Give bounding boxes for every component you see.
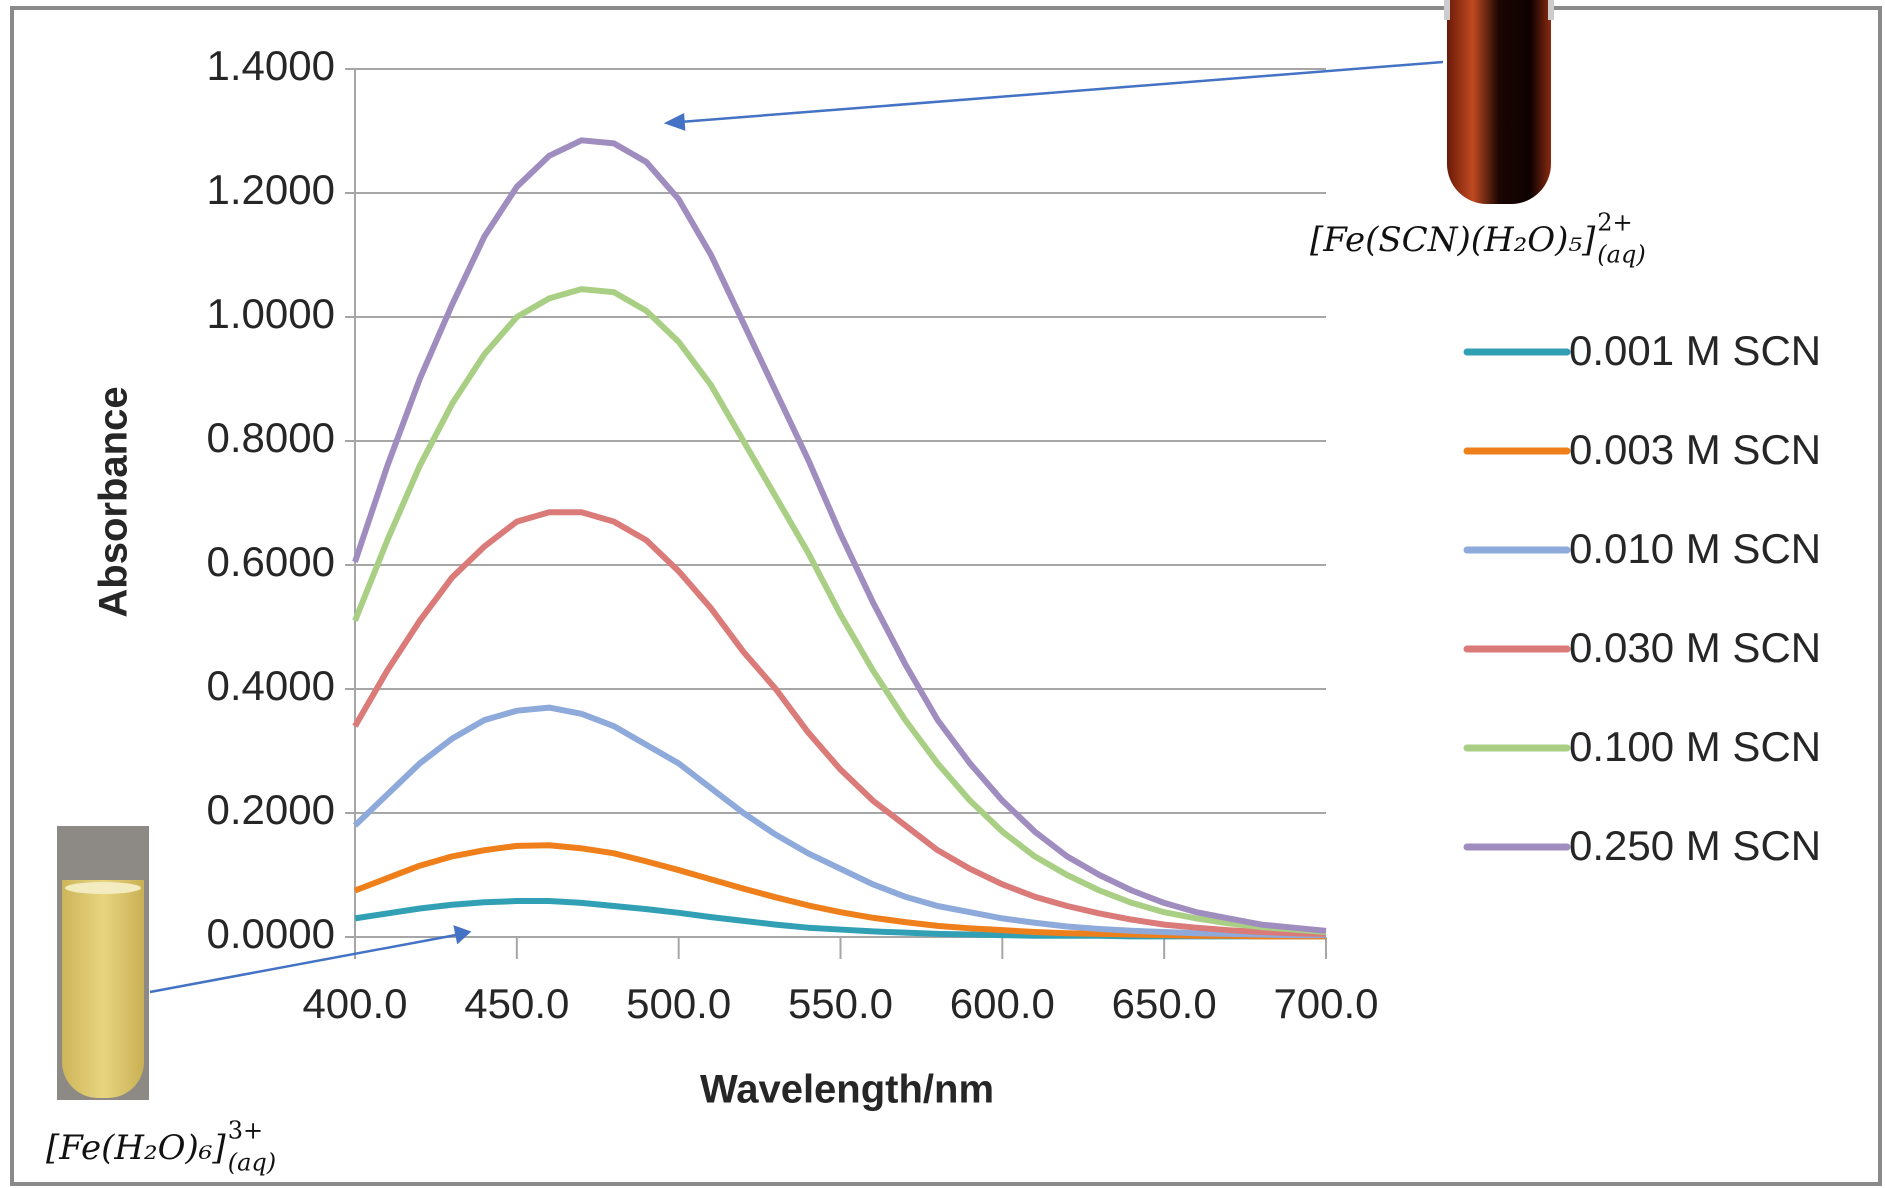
x-tick-label: 600.0	[950, 980, 1055, 1027]
legend-label: 0.250 M SCN	[1569, 822, 1821, 869]
annotation: [Fe(H₂O)₆]	[46, 1128, 226, 1168]
plot-area	[345, 68, 1327, 959]
x-tick-label: 550.0	[788, 980, 893, 1027]
y-tick-label: 0.8000	[207, 414, 335, 461]
annotation-sub: (aq)	[1597, 241, 1645, 269]
arrows	[149, 60, 1444, 994]
series-line	[352, 704, 1326, 939]
annotation-sub: (aq)	[228, 1149, 276, 1177]
series-line	[352, 509, 1327, 937]
legend-label: 0.030 M SCN	[1569, 624, 1821, 671]
test-tube-red	[1444, 0, 1554, 204]
y-tick-label: 1.2000	[207, 166, 335, 213]
y-tick-label: 1.4000	[207, 42, 335, 89]
annotation-text: [Fe(SCN)(H₂O)₅]	[1310, 220, 1596, 260]
series-line	[352, 286, 1327, 936]
annotation: [Fe(SCN)(H₂O)₅]	[1310, 220, 1596, 260]
legend-label: 0.010 M SCN	[1569, 525, 1821, 572]
test-tube-yellow	[57, 826, 149, 1100]
y-tick-label: 0.6000	[207, 538, 335, 585]
x-tick-label: 400.0	[302, 980, 407, 1027]
frame	[10, 6, 1882, 1186]
annotation-sup: 3+	[228, 1117, 263, 1145]
series-line	[353, 842, 1326, 940]
y-tick-label: 0.4000	[207, 662, 335, 709]
y-axis-title: Absorbance	[92, 386, 136, 617]
legend-label: 0.001 M SCN	[1569, 327, 1821, 374]
series-line	[352, 137, 1327, 934]
x-tick-label: 450.0	[464, 980, 569, 1027]
legend-label: 0.100 M SCN	[1569, 723, 1821, 770]
annotation-text: [Fe(H₂O)₆]	[46, 1128, 226, 1168]
x-tick-label: 500.0	[626, 980, 731, 1027]
x-axis-title: Wavelength/nm	[700, 1068, 994, 1112]
annotation-sup: 2+	[1597, 209, 1632, 237]
y-tick-label: 1.0000	[207, 290, 335, 337]
x-tick-label: 650.0	[1112, 980, 1217, 1027]
x-tick-label: 700.0	[1273, 980, 1378, 1027]
y-tick-label: 0.0000	[207, 910, 335, 957]
legend-label: 0.003 M SCN	[1569, 426, 1821, 473]
y-tick-label: 0.2000	[207, 786, 335, 833]
